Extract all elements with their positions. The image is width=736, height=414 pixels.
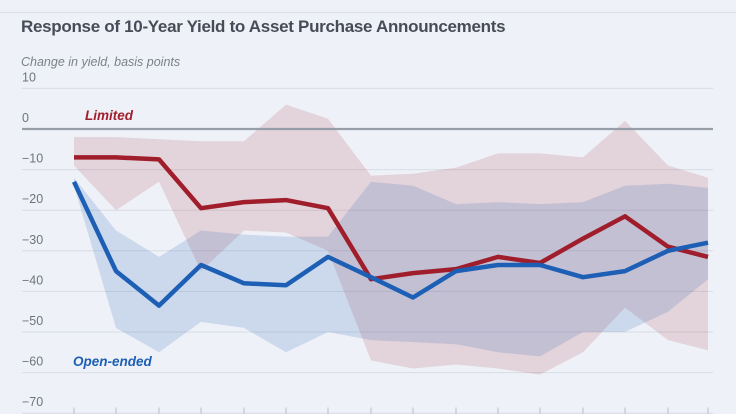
y-tick-label--20: −20 [22,192,43,206]
y-axis-labels: 10 0 −10 −20 −30 −40 −50 −60 −70 [22,70,43,409]
y-tick-label--50: −50 [22,314,43,328]
y-tick-label--70: −70 [22,395,43,409]
series-lines [71,155,709,308]
y-tick-label--10: −10 [22,152,43,166]
gridlines [22,87,713,414]
confidence-bands [74,104,708,375]
line-limited [74,155,709,282]
chart-subtitle: Change in yield, basis points [21,55,181,69]
series-label-open-ended: Open-ended [73,354,153,369]
band-limited [74,104,708,375]
series-label-limited: Limited [85,108,134,123]
header-divider [0,12,736,13]
y-tick-label-0: 0 [22,111,29,125]
y-tick-label--60: −60 [22,355,43,369]
x-axis-ticks [73,407,709,414]
chart-title: Response of 10-Year Yield to Asset Purch… [21,17,506,36]
y-tick-label-10: 10 [22,70,36,84]
line-open-ended [71,180,709,308]
band-open-ended [74,177,708,357]
y-tick-label--40: −40 [22,273,43,287]
y-tick-label--30: −30 [22,233,43,247]
